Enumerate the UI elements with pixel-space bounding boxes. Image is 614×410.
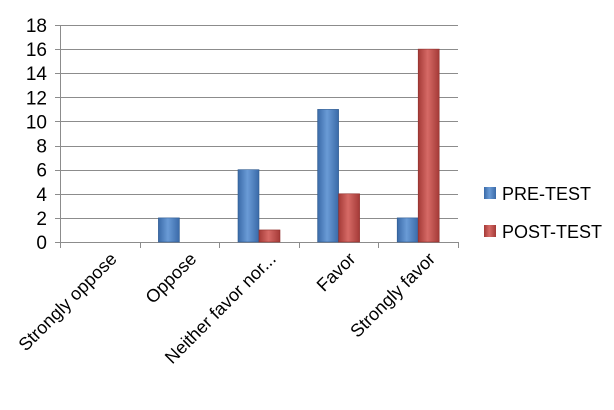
x-category-label: Favor: [313, 249, 360, 296]
axes: [55, 25, 459, 248]
y-tick-label: 6: [36, 161, 47, 182]
bar-post-test: [338, 193, 360, 243]
y-tick-label: 18: [26, 16, 47, 37]
y-tick-label: 0: [36, 233, 47, 254]
y-tick-label: 4: [36, 185, 47, 206]
bar-pre-test: [396, 217, 419, 243]
y-tick-label: 10: [26, 112, 47, 133]
x-category-label: Strongly oppose: [14, 249, 120, 355]
bar-pre-test: [237, 169, 260, 243]
y-tick-label: 14: [26, 64, 48, 85]
bar-post-test: [258, 229, 281, 243]
y-tick-label: 12: [26, 88, 47, 109]
legend-swatch-post-test: [484, 225, 496, 237]
bars: [158, 48, 440, 243]
legend-label: PRE-TEST: [502, 184, 591, 204]
y-tick-label: 2: [36, 209, 47, 230]
x-category-label: Oppose: [142, 249, 201, 308]
y-tick-label: 16: [26, 40, 47, 61]
bar-post-test: [417, 48, 440, 243]
legend: PRE-TEST POST-TEST: [484, 184, 602, 242]
gridlines: [60, 25, 458, 219]
y-tick-label: 8: [36, 137, 47, 158]
bar-pre-test: [317, 109, 339, 243]
legend-label: POST-TEST: [502, 222, 602, 242]
y-tick-labels: 0 2 4 6 8 10 12 14 16 18: [26, 16, 48, 254]
legend-swatch-pre-test: [484, 187, 496, 199]
bar-pre-test: [158, 217, 180, 243]
x-category-label: Strongly favor: [346, 249, 439, 342]
